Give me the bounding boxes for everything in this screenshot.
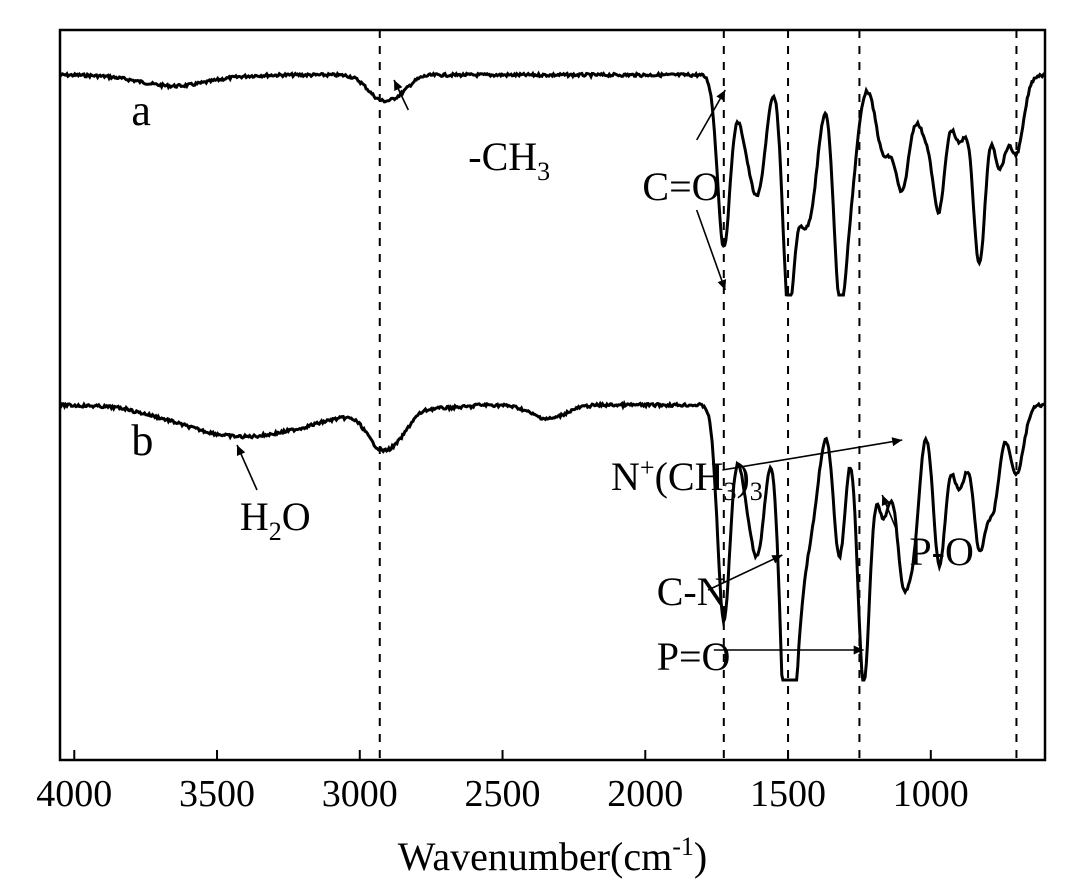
ftir-plot: 4000 3500 3000 2500 2000 1500 1000 Wavenumber(c… (0, 0, 1077, 885)
x-tick-label: 4000 (36, 773, 112, 815)
annotation-label-peqo: P=O (657, 634, 731, 679)
x-tick-label: 2500 (465, 773, 541, 815)
svg-text:Wavenumber(cm-1): Wavenumber(cm-1) (398, 832, 707, 879)
annotation-label-ch3: -CH3 (468, 134, 550, 186)
x-tick-label: 3500 (179, 773, 255, 815)
series-label-b: b (131, 416, 153, 465)
annotation-label-h2o: H2O (240, 494, 311, 546)
annotation-label-nch3: N+(CH3)3 (611, 453, 763, 506)
annotation-label-co: C=O (642, 164, 720, 209)
annotation-label-cn: C-N (657, 569, 726, 614)
x-tick-label: 2000 (607, 773, 683, 815)
x-tick-label: 3000 (322, 773, 398, 815)
x-tick-label: 1000 (893, 773, 969, 815)
x-axis-label: Wavenumber(cm-1) (398, 832, 707, 879)
annotation-label-po: P-O (909, 529, 973, 574)
spectrum-b (60, 404, 1044, 681)
annotation-arrowhead (718, 279, 726, 290)
spectrum-a (60, 74, 1044, 296)
series-label-a: a (131, 86, 151, 135)
figure-container: 4000 3500 3000 2500 2000 1500 1000 Wavenumber(c… (0, 0, 1077, 885)
plot-frame (60, 30, 1045, 760)
annotation-arrowhead (892, 437, 903, 446)
x-tick-label: 1500 (750, 773, 826, 815)
